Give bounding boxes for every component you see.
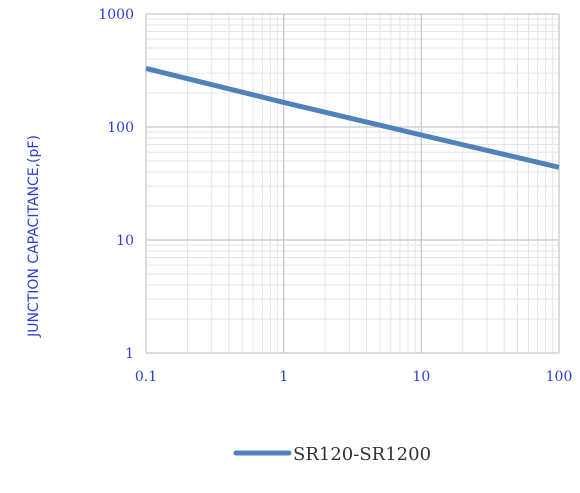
y-axis-title: JUNCTION CAPACITANCE,(pF) — [26, 135, 42, 338]
y-tick-label: 10 — [116, 233, 134, 249]
y-tick-label: 100 — [107, 120, 134, 136]
grid — [145, 13, 560, 354]
legend: SR120-SR1200 — [233, 444, 431, 465]
x-tick-labels: 0.1 1 10 100 — [135, 369, 573, 385]
x-tick-label: 0.1 — [135, 369, 157, 385]
x-tick-label: 1 — [279, 369, 288, 385]
x-tick-label: 100 — [546, 369, 573, 385]
series-line-sr120-sr1200 — [145, 65, 560, 170]
y-tick-label: 1 — [125, 346, 134, 362]
y-tick-labels: 1 10 100 1000 — [98, 7, 134, 362]
legend-label-sr120-sr1200: SR120-SR1200 — [293, 444, 431, 465]
x-tick-label: 10 — [412, 369, 430, 385]
y-tick-label: 1000 — [98, 7, 134, 23]
series-layer — [145, 65, 560, 170]
